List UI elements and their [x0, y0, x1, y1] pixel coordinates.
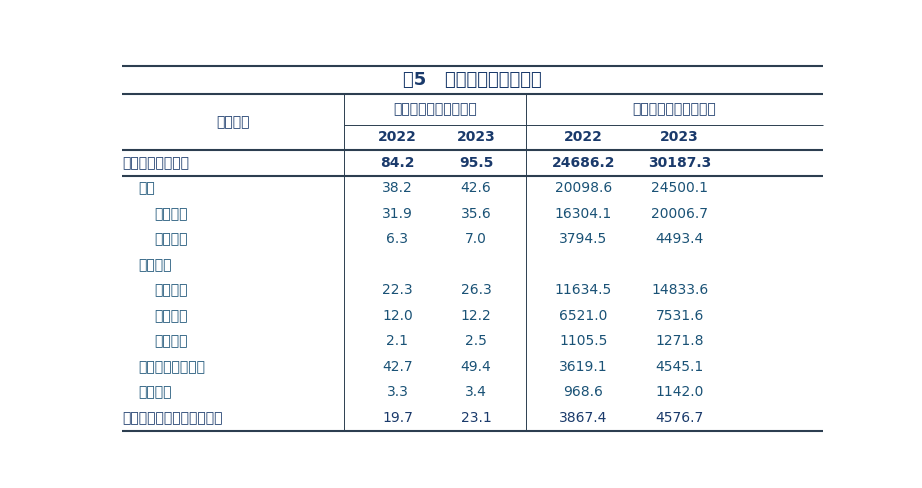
Text: 4576.7: 4576.7	[656, 411, 703, 425]
Text: 6.3: 6.3	[386, 232, 408, 246]
Text: 入院人次数（万人次）: 入院人次数（万人次）	[632, 102, 716, 117]
Text: 机构类别: 机构类别	[217, 115, 250, 129]
Text: 35.6: 35.6	[461, 207, 491, 221]
Text: 31.9: 31.9	[382, 207, 413, 221]
Text: 2022: 2022	[378, 130, 417, 144]
Text: 2022: 2022	[564, 130, 603, 144]
Text: 16304.1: 16304.1	[555, 207, 612, 221]
Text: 1271.8: 1271.8	[656, 334, 704, 348]
Text: 二级医院: 二级医院	[154, 309, 187, 323]
Text: 20098.6: 20098.6	[555, 182, 612, 195]
Text: 4545.1: 4545.1	[656, 360, 703, 374]
Text: 11634.5: 11634.5	[555, 284, 612, 297]
Text: 26.3: 26.3	[461, 284, 491, 297]
Text: 4493.4: 4493.4	[656, 232, 703, 246]
Text: 2023: 2023	[660, 130, 699, 144]
Text: 12.0: 12.0	[382, 309, 413, 323]
Text: 诊疗人次数（亿人次）: 诊疗人次数（亿人次）	[393, 102, 477, 117]
Text: 22.3: 22.3	[383, 284, 413, 297]
Text: 84.2: 84.2	[380, 156, 415, 170]
Text: 基层医疗卫生机构: 基层医疗卫生机构	[138, 360, 205, 374]
Text: 23.1: 23.1	[461, 411, 491, 425]
Text: 7531.6: 7531.6	[656, 309, 703, 323]
Text: 医疗卫生机构合计: 医疗卫生机构合计	[123, 156, 189, 170]
Text: 3867.4: 3867.4	[559, 411, 608, 425]
Text: 95.5: 95.5	[459, 156, 493, 170]
Text: 2023: 2023	[456, 130, 495, 144]
Text: 38.2: 38.2	[382, 182, 413, 195]
Text: 12.2: 12.2	[461, 309, 491, 323]
Text: 三级医院: 三级医院	[154, 284, 187, 297]
Text: 42.7: 42.7	[383, 360, 413, 374]
Text: 7.0: 7.0	[466, 232, 487, 246]
Text: 49.4: 49.4	[461, 360, 491, 374]
Text: 民营医院: 民营医院	[154, 232, 187, 246]
Text: 2.1: 2.1	[386, 334, 408, 348]
Text: 30187.3: 30187.3	[648, 156, 712, 170]
Text: 14833.6: 14833.6	[651, 284, 708, 297]
Text: 表5   全国医疗服务工作量: 表5 全国医疗服务工作量	[403, 71, 542, 89]
Text: 19.7: 19.7	[382, 411, 413, 425]
Text: 968.6: 968.6	[563, 386, 603, 399]
Text: 合计中：非公医疗卫生机构: 合计中：非公医疗卫生机构	[123, 411, 223, 425]
Text: 3.3: 3.3	[386, 386, 408, 399]
Text: 24500.1: 24500.1	[651, 182, 708, 195]
Text: 3794.5: 3794.5	[559, 232, 608, 246]
Text: 20006.7: 20006.7	[651, 207, 708, 221]
Text: 1105.5: 1105.5	[559, 334, 608, 348]
Text: 6521.0: 6521.0	[559, 309, 608, 323]
Text: 一级医院: 一级医院	[154, 334, 187, 348]
Text: 24686.2: 24686.2	[551, 156, 615, 170]
Text: 3619.1: 3619.1	[559, 360, 608, 374]
Text: 2.5: 2.5	[466, 334, 487, 348]
Text: 3.4: 3.4	[466, 386, 487, 399]
Text: 42.6: 42.6	[461, 182, 491, 195]
Text: 公立医院: 公立医院	[154, 207, 187, 221]
Text: 1142.0: 1142.0	[656, 386, 703, 399]
Text: 其他机构: 其他机构	[138, 386, 171, 399]
Text: 医院中：: 医院中：	[138, 258, 171, 272]
Text: 医院: 医院	[138, 182, 155, 195]
